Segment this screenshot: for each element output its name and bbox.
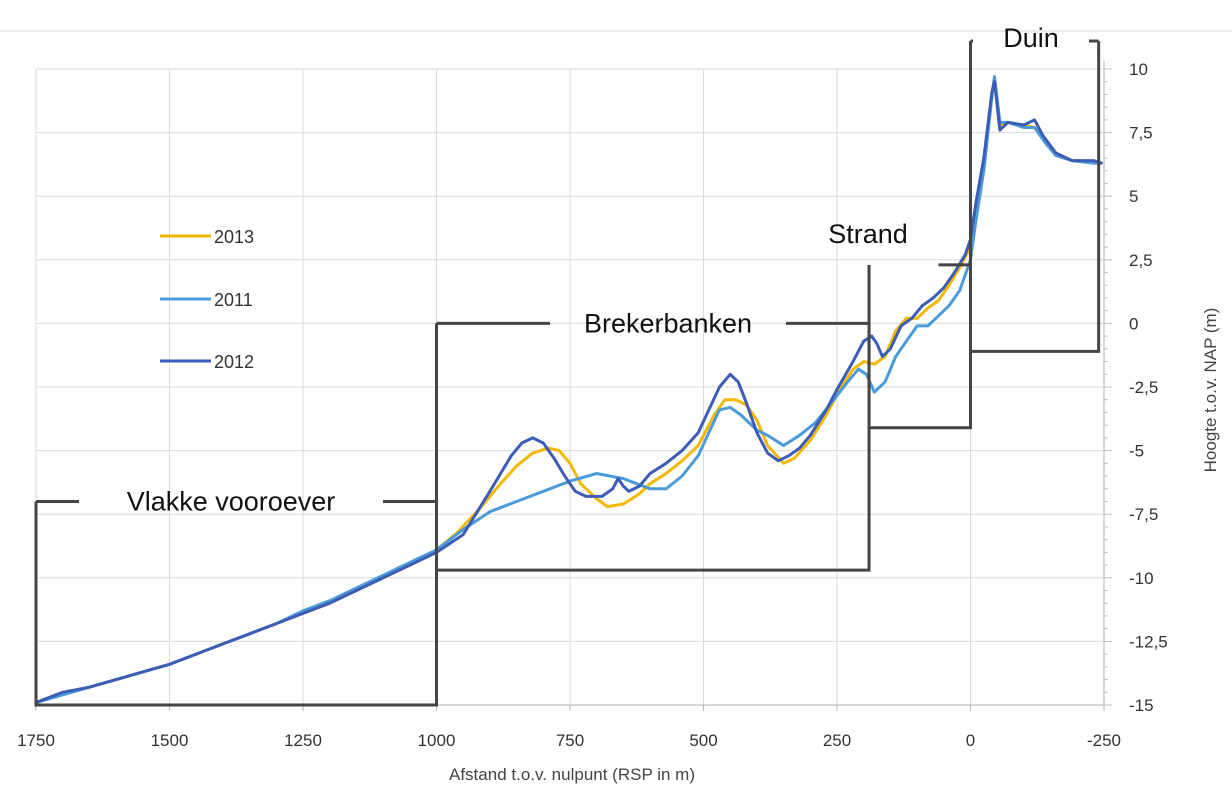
legend-label-2011: 2011: [214, 290, 253, 310]
series-lines: [34, 75, 1103, 704]
y-tick-label: 5: [1129, 187, 1138, 206]
axes: [35, 61, 1112, 711]
y-tick-labels: 10 7,5 5 2,5 0 -2,5 -5 -7,5 -10 -12,5 -15: [1129, 60, 1168, 715]
y-tick-label: 7,5: [1129, 124, 1153, 143]
zone-label-0: Vlakke vooroever: [127, 486, 336, 516]
y-tick-label: -5: [1129, 442, 1144, 461]
x-axis-title: Afstand t.o.v. nulpunt (RSP in m): [449, 765, 695, 784]
x-tick-label: 1250: [284, 731, 322, 750]
legend-label-2013: 2013: [214, 227, 254, 247]
series-line-2011: [34, 75, 1103, 704]
series-line-2012: [34, 80, 1103, 704]
y-tick-label: -10: [1129, 569, 1154, 588]
zone-box-3: [969, 41, 1101, 353]
zone-box-0: [34, 501, 438, 707]
x-tick-label: 1750: [17, 731, 55, 750]
legend: 2013 2011 2012: [160, 227, 254, 372]
y-axis-title: Hoogte t.o.v. NAP (m): [1201, 308, 1220, 473]
y-tick-label: -7,5: [1129, 505, 1158, 524]
x-tick-label: 1000: [418, 731, 456, 750]
x-tick-label: 500: [689, 731, 717, 750]
zone-box-2: [867, 264, 972, 430]
zone-label-1: Brekerbanken: [584, 308, 752, 338]
series-line-2013: [34, 75, 1103, 704]
zone-label-3: Duin: [1003, 23, 1059, 53]
x-tick-label: 1500: [151, 731, 189, 750]
zone-box-1: [435, 323, 871, 572]
zone-label-2: Strand: [828, 219, 908, 249]
legend-label-2012: 2012: [214, 352, 254, 372]
x-tick-label: 0: [966, 731, 975, 750]
y-tick-label: 10: [1129, 60, 1148, 79]
x-tick-labels: 1750 1500 1250 1000 750 500 250 0 -250: [17, 731, 1121, 750]
x-tick-label: -250: [1087, 731, 1121, 750]
zone-annotations: Vlakke vooroever Brekerbanken Strand Duin: [34, 23, 1101, 707]
y-tick-label: -2,5: [1129, 378, 1158, 397]
x-tick-label: 750: [556, 731, 584, 750]
x-tick-label: 250: [823, 731, 851, 750]
y-tick-label: -12,5: [1129, 632, 1168, 651]
y-tick-label: 2,5: [1129, 251, 1153, 270]
y-tick-label: 0: [1129, 314, 1138, 333]
grid: [35, 68, 1105, 706]
y-tick-label: -15: [1129, 696, 1154, 715]
